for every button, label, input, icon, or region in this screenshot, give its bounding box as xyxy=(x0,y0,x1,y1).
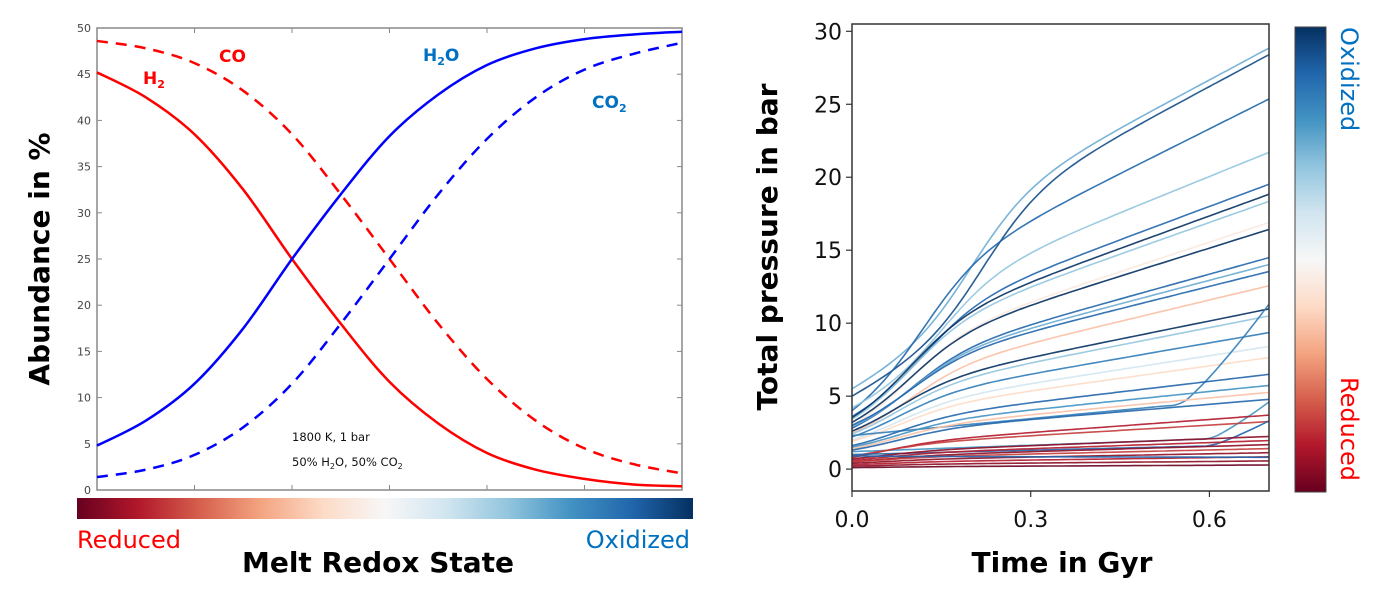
left-y-tick-label: 50 xyxy=(77,22,91,35)
right-x-tick-label: 0.6 xyxy=(1192,508,1227,533)
pressure-track-line xyxy=(852,435,1269,460)
pressure-track-line xyxy=(852,47,1269,390)
right-y-axis-label: Total pressure in bar xyxy=(751,83,784,410)
series-line-h2 xyxy=(96,71,683,488)
pressure-track-line xyxy=(852,455,1269,459)
colorbar-high-label: Oxidized xyxy=(586,526,690,554)
pressure-track-line xyxy=(852,308,1269,432)
left-y-ticks: 0 5 10 15 20 25 30 35 40 45 50 xyxy=(77,22,682,497)
horizontal-colorbar xyxy=(77,498,693,519)
left-y-axis-label: Abundance in % xyxy=(23,132,56,385)
right-x-tick-label: 0.3 xyxy=(1013,508,1048,533)
pressure-track-line xyxy=(852,331,1269,438)
right-y-tick-label: 10 xyxy=(814,312,842,337)
left-x-axis-label: Melt Redox State xyxy=(242,546,514,579)
pressure-track-line xyxy=(852,398,1269,451)
annotation-conditions: 1800 K, 1 bar xyxy=(292,430,370,444)
pressure-track-line xyxy=(852,373,1269,447)
pressure-track-line xyxy=(852,270,1269,427)
right-y-tick-label: 5 xyxy=(828,385,842,410)
annotation-composition: 50% H2O, 50% CO2 xyxy=(292,455,403,471)
series-line-co2 xyxy=(96,41,683,479)
left-chart: 0 5 10 15 20 25 30 35 40 45 50 H2 CO H2O CO2 1800 … xyxy=(23,22,693,579)
pressure-track-line xyxy=(852,414,1269,459)
left-y-tick-label: 0 xyxy=(84,484,91,497)
pressure-track-line xyxy=(852,460,1269,467)
colorbar-low-label: Reduced xyxy=(77,526,181,554)
pressure-track-line xyxy=(852,151,1269,409)
right-chart: 0 5 10 15 20 25 30 0.0 0.3 0.6 Total pressure in… xyxy=(751,20,1363,579)
right-y-ticks: 0 5 10 15 20 25 30 xyxy=(814,20,852,483)
left-y-tick-label: 10 xyxy=(77,392,91,405)
right-plot-border xyxy=(851,23,1270,492)
series-line-h2o xyxy=(96,30,683,447)
right-y-tick-label: 25 xyxy=(814,93,842,118)
pressure-track-line xyxy=(852,464,1269,469)
vertical-colorbar xyxy=(1294,26,1327,493)
left-y-tick-label: 35 xyxy=(77,161,91,174)
pressure-track-line xyxy=(852,193,1269,419)
right-series-lines xyxy=(852,47,1269,469)
right-x-axis-label: Time in Gyr xyxy=(972,546,1153,579)
pressure-track-line xyxy=(852,391,1269,450)
left-series-lines xyxy=(96,30,683,488)
pressure-track-line xyxy=(852,200,1269,421)
left-y-tick-label: 30 xyxy=(77,207,91,220)
right-y-tick-label: 0 xyxy=(828,458,842,483)
pressure-track-line xyxy=(852,228,1269,424)
pressure-track-line xyxy=(852,420,1269,457)
label-co2: CO2 xyxy=(592,93,627,115)
left-y-tick-label: 25 xyxy=(77,253,91,266)
pressure-track-line xyxy=(852,447,1269,463)
pressure-track-line xyxy=(852,285,1269,434)
right-plot-frame xyxy=(852,24,1269,491)
right-x-tick-label: 0.0 xyxy=(835,508,870,533)
right-y-tick-label: 15 xyxy=(814,239,842,264)
left-y-tick-label: 5 xyxy=(84,438,91,451)
pressure-track-line xyxy=(852,315,1269,435)
pressure-track-line xyxy=(852,439,1269,462)
left-y-tick-label: 15 xyxy=(77,345,91,358)
pressure-track-line xyxy=(852,384,1269,448)
right-x-ticks: 0.0 0.3 0.6 xyxy=(835,491,1227,533)
pressure-track-line xyxy=(852,98,1269,412)
label-co: CO xyxy=(219,47,246,67)
left-x-ticks xyxy=(194,28,585,490)
vertical-colorbar-high-label: Oxidized xyxy=(1335,27,1363,131)
vertical-colorbar-low-label: Reduced xyxy=(1335,377,1363,481)
pressure-track-line xyxy=(852,356,1269,443)
label-h2o: H2O xyxy=(423,46,459,68)
left-y-tick-label: 20 xyxy=(77,299,91,312)
left-y-tick-label: 40 xyxy=(77,114,91,127)
left-y-tick-label: 45 xyxy=(77,68,91,81)
label-h2: H2 xyxy=(143,69,165,91)
right-y-tick-label: 20 xyxy=(814,166,842,191)
right-y-tick-label: 30 xyxy=(814,20,842,45)
pressure-track-line xyxy=(852,53,1269,397)
pressure-track-line xyxy=(852,345,1269,441)
